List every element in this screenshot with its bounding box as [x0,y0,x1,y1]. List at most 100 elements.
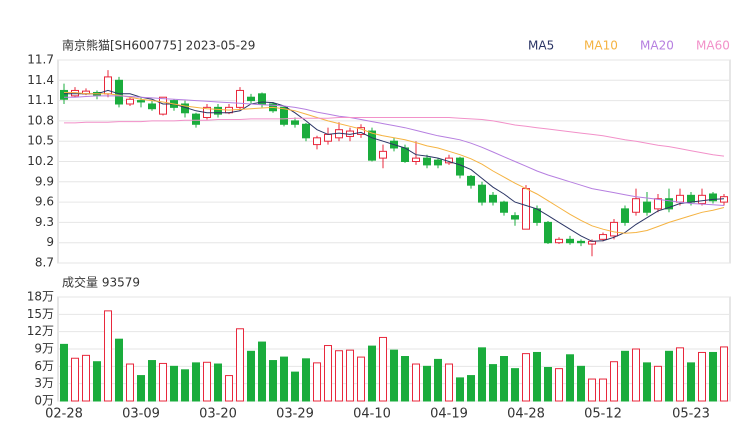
volume-bar [566,354,574,402]
x-tick-label: 03-09 [122,407,160,422]
volume-bar [643,362,651,402]
y-tick-label: 6万 [34,359,54,373]
candle-body [665,198,673,210]
y-tick-label: 9.3 [35,215,54,229]
candle-body [137,100,145,103]
volume-bar [654,365,662,402]
candle-body [280,106,288,125]
volume-bar [104,310,112,402]
candle-body [555,238,563,244]
candle-body [610,221,618,237]
volume-bar [159,362,167,402]
volume-bar [324,345,332,402]
candle-body [511,215,519,220]
candle-body [599,234,607,240]
x-tick-label: 04-28 [507,407,545,422]
candle-body [643,201,651,213]
candle-body [687,194,695,203]
candle-body [676,194,684,203]
candle-body [456,157,464,176]
ma-line [64,92,725,234]
volume-bar [258,341,266,402]
volume-bar [225,375,233,402]
candle-body [566,238,574,244]
volume-bar [346,349,354,402]
volume-bar [192,362,200,402]
volume-bar [489,364,497,402]
volume-bar [126,363,134,402]
volume-bar [676,347,684,402]
candle-body [115,79,123,105]
y-tick-label: 10.8 [27,113,54,127]
volume-bar [203,361,211,402]
volume-bar [599,378,607,402]
volume-bar [577,365,585,402]
legend-entry: MA20 [640,39,674,53]
candle-body [709,193,717,202]
candle-body [291,120,299,125]
volume-bar [170,365,178,402]
volume-bar [555,368,563,402]
candle-body [698,194,706,204]
volume-bar [401,356,409,402]
candle-body [434,159,442,166]
candle-body [214,106,222,115]
y-tick-label: 10.5 [27,134,54,148]
y-tick-label: 9万 [34,342,54,356]
volume-bar [687,362,695,402]
x-tick-label: 03-29 [276,407,314,422]
candle-body [412,157,420,163]
candle-body [192,113,200,125]
volume-bar [467,375,475,402]
candle-body [324,133,332,142]
candle-body [368,130,376,161]
volume-bar [511,368,519,402]
candle-body [500,201,508,213]
candle-body [478,184,486,203]
volume-bar [720,346,728,402]
volume-bar [434,358,442,402]
candle-body [159,96,167,115]
volume-bar [533,351,541,402]
volume-bar [522,353,530,402]
ma-line [64,95,725,206]
volume-bar [291,371,299,402]
volume-bar [445,363,453,402]
legend-entry: MA10 [584,39,618,53]
volume-bar [423,365,431,402]
candle-body [236,89,244,108]
candle-body [313,137,321,146]
volume-bar [390,349,398,402]
x-tick-label: 05-23 [672,407,710,422]
volume-bar [588,378,596,402]
volume-bar [247,350,255,402]
x-tick-label: 04-10 [353,407,391,422]
x-tick-label: 05-12 [584,407,622,422]
candle-body [247,96,255,102]
candle-body [654,198,662,210]
y-tick-label: 12万 [27,324,54,338]
volume-bar [544,366,552,402]
volume-bar [610,361,618,402]
candle-body [379,150,387,159]
candle-body [489,194,497,203]
legend-entry: MA5 [528,39,554,53]
volume-bar [368,345,376,402]
candle-body [60,89,68,100]
y-tick-label: 11.7 [27,53,54,67]
candle-body [522,188,530,230]
volume-bar [82,354,90,402]
volume-bar [71,357,79,402]
volume-bar [115,338,123,402]
y-tick-label: 9.9 [35,174,54,188]
candle-body [148,103,156,110]
y-tick-label: 3万 [34,376,54,390]
candle-body [357,127,365,135]
chart-title: 南京熊猫[SH600775] 2023-05-29 [62,38,255,53]
volume-bar [632,348,640,402]
volume-bar [302,358,310,402]
candle-body [126,98,134,105]
y-tick-label: 18万 [27,290,54,304]
candle-body [720,196,728,203]
